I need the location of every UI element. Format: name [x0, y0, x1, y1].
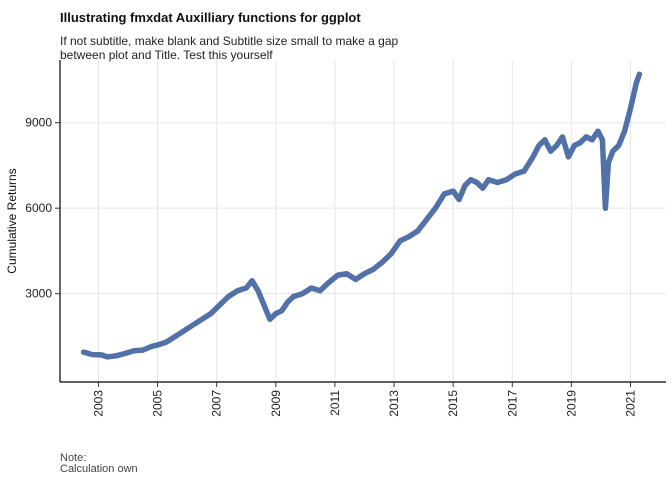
- y-axis-title: Cumulative Returns: [5, 168, 19, 273]
- chart-subtitle-line-1: If not subtitle, make blank and Subtitle…: [60, 34, 399, 48]
- series-layer: [80, 71, 643, 360]
- x-tick-label: 2019: [564, 390, 578, 417]
- x-tick-label: 2005: [151, 390, 165, 417]
- y-tick-label: 3000: [25, 287, 52, 301]
- caption-line-2: Calculation own: [60, 463, 138, 475]
- y-tick-label: 6000: [25, 201, 52, 215]
- x-tick-label: 2011: [328, 390, 342, 416]
- x-tick-label: 2017: [505, 390, 519, 417]
- chart-subtitle-line-2: between plot and Title. Test this yourse…: [60, 48, 273, 62]
- x-tick-label: 2007: [210, 390, 224, 417]
- x-tick-label: 2015: [446, 390, 460, 417]
- y-tick-label: 9000: [25, 116, 52, 130]
- x-tick-label: 2009: [269, 390, 283, 417]
- chart-title: Illustrating fmxdat Auxilliary functions…: [60, 10, 361, 25]
- x-tick-label: 2013: [387, 390, 401, 417]
- caption-line-1: Note:: [60, 452, 86, 464]
- x-tick-label: 2003: [91, 390, 105, 417]
- x-tick-label: 2021: [624, 390, 638, 417]
- series-line-0: [80, 71, 643, 360]
- gridlines: [60, 60, 666, 382]
- y-axis-ticks: 3000 6000 9000: [25, 116, 60, 301]
- x-axis-ticks: 2003 2005 2007 2009 2011 2013 2015 2017 2019 2021: [91, 382, 638, 417]
